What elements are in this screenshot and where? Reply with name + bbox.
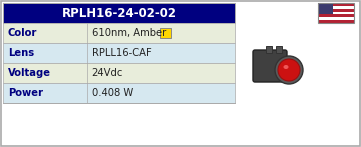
Bar xyxy=(160,28,170,38)
FancyBboxPatch shape xyxy=(253,50,287,82)
Ellipse shape xyxy=(283,65,288,69)
Text: Power: Power xyxy=(8,88,43,98)
Bar xyxy=(318,9,354,12)
Text: Voltage: Voltage xyxy=(8,68,51,78)
Circle shape xyxy=(275,56,303,84)
Text: 24Vdc: 24Vdc xyxy=(92,68,123,78)
Text: 610nm, Amber: 610nm, Amber xyxy=(92,28,166,38)
Text: RPLL16-CAF: RPLL16-CAF xyxy=(92,48,151,58)
Bar xyxy=(318,6,354,9)
Bar xyxy=(318,12,354,14)
Bar xyxy=(3,43,235,63)
Bar xyxy=(266,46,272,53)
Bar xyxy=(318,17,354,20)
Bar xyxy=(318,3,354,23)
Bar xyxy=(276,46,282,53)
Circle shape xyxy=(278,59,300,81)
Text: Lens: Lens xyxy=(8,48,34,58)
Bar xyxy=(3,63,235,83)
Bar xyxy=(318,20,354,23)
Bar xyxy=(318,14,354,17)
Bar xyxy=(3,23,235,43)
Bar xyxy=(3,3,235,23)
Bar xyxy=(318,3,333,14)
Text: RPLH16-24-02-02: RPLH16-24-02-02 xyxy=(61,6,177,20)
Text: Color: Color xyxy=(8,28,38,38)
Bar xyxy=(318,3,354,6)
Text: 0.408 W: 0.408 W xyxy=(92,88,133,98)
Bar xyxy=(3,83,235,103)
